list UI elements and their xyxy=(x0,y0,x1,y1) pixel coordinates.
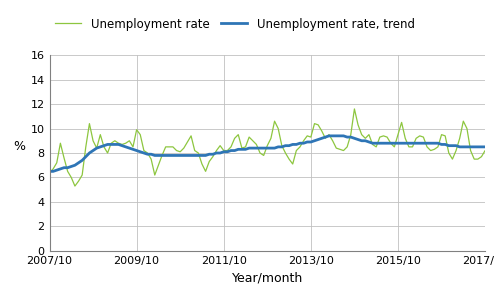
Legend: Unemployment rate, Unemployment rate, trend: Unemployment rate, Unemployment rate, tr… xyxy=(55,18,415,31)
Y-axis label: %: % xyxy=(13,140,25,153)
Unemployment rate xyxy=(76,179,82,183)
X-axis label: Year/month: Year/month xyxy=(232,271,303,284)
Unemployment rate xyxy=(490,157,495,161)
Unemployment rate xyxy=(243,145,248,149)
Unemployment rate xyxy=(413,136,419,140)
Unemployment rate, trend xyxy=(47,170,52,173)
Unemployment rate xyxy=(72,184,78,188)
Unemployment rate, trend xyxy=(72,163,78,167)
Unemployment rate, trend xyxy=(98,145,103,149)
Unemployment rate, trend xyxy=(239,147,245,151)
Unemployment rate xyxy=(177,150,183,154)
Line: Unemployment rate, trend: Unemployment rate, trend xyxy=(50,136,493,171)
Unemployment rate xyxy=(101,145,107,149)
Unemployment rate, trend xyxy=(326,134,332,138)
Unemployment rate, trend xyxy=(174,154,180,157)
Unemployment rate, trend xyxy=(490,146,495,150)
Unemployment rate, trend xyxy=(409,141,415,145)
Unemployment rate xyxy=(351,107,357,111)
Unemployment rate, trend xyxy=(90,149,96,152)
Unemployment rate xyxy=(94,146,99,150)
Line: Unemployment rate: Unemployment rate xyxy=(50,109,493,186)
Unemployment rate xyxy=(47,171,52,174)
